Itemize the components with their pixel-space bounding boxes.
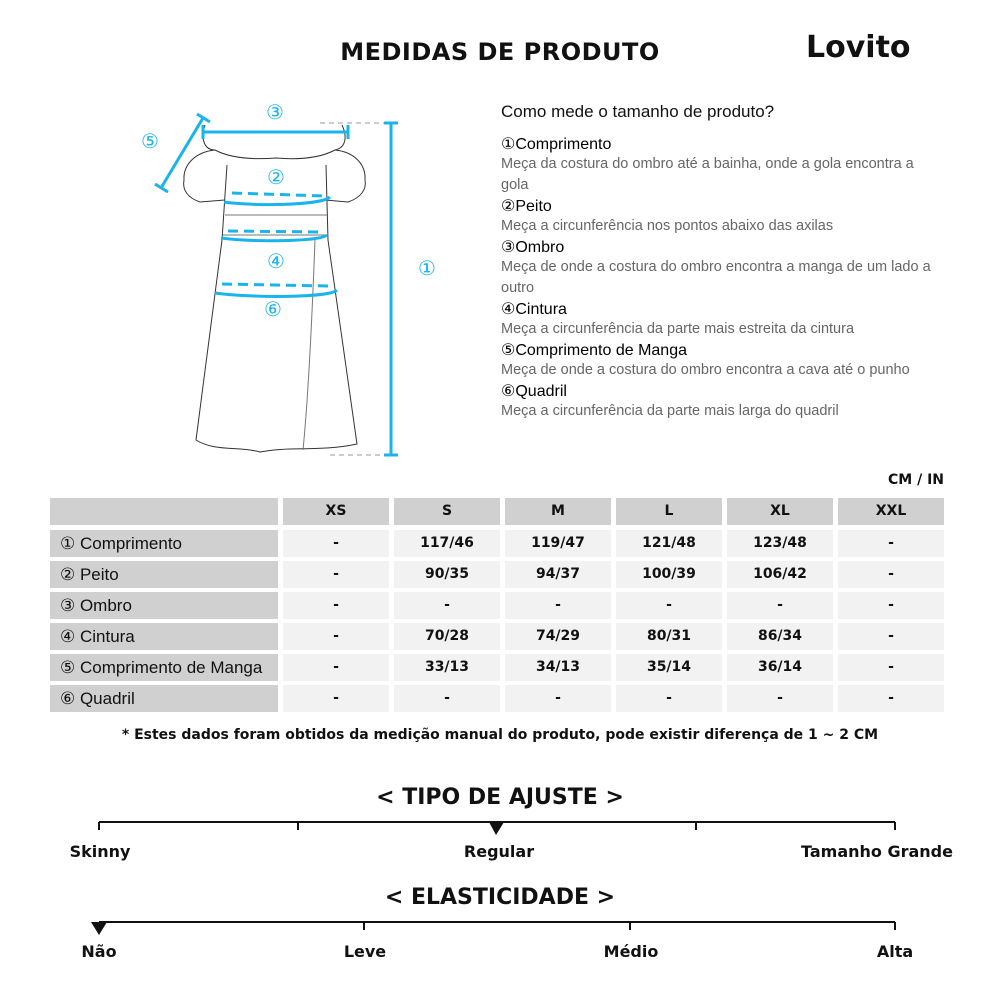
table-cell: - bbox=[838, 561, 944, 588]
table-cell: - bbox=[838, 623, 944, 650]
table-cell: 35/14 bbox=[616, 654, 722, 681]
table-cell: - bbox=[283, 623, 389, 650]
table-cell: 119/47 bbox=[505, 530, 611, 557]
table-cell: - bbox=[394, 592, 500, 619]
table-cell: 94/37 bbox=[505, 561, 611, 588]
elasticity-title: < ELASTICIDADE > bbox=[384, 885, 616, 910]
size-header: XXL bbox=[838, 498, 944, 525]
table-cell: - bbox=[505, 592, 611, 619]
elasticity-label-nao: Não bbox=[81, 942, 117, 961]
table-cell: - bbox=[838, 654, 944, 681]
guide-question: Como mede o tamanho de produto? bbox=[501, 102, 775, 121]
chest-ellipse bbox=[223, 195, 331, 207]
table-cell: 74/29 bbox=[505, 623, 611, 650]
row-label: ④ Cintura bbox=[50, 623, 278, 650]
elasticity-label-alta: Alta bbox=[876, 942, 914, 961]
guide-item-title: ⑤Comprimento de Manga bbox=[501, 342, 687, 359]
row-label: ③ Ombro bbox=[50, 592, 278, 619]
guide-item-title: ①Comprimento bbox=[501, 136, 612, 153]
table-cell: 121/48 bbox=[616, 530, 722, 557]
marker-3: ③ bbox=[266, 100, 284, 124]
guide-item-desc: Meça a circunferência da parte mais larg… bbox=[501, 403, 839, 419]
guide-item-desc: Meça de onde a costura do ombro encontra… bbox=[501, 259, 931, 296]
fit-label-skinny: Skinny bbox=[69, 842, 131, 861]
fit-scale bbox=[98, 821, 896, 835]
unit-label: CM / IN bbox=[888, 472, 944, 488]
left-sleeve bbox=[183, 149, 226, 203]
table-cell: - bbox=[616, 685, 722, 712]
elasticity-scale bbox=[91, 921, 896, 935]
row-label: ② Peito bbox=[50, 561, 278, 588]
waist-ellipse bbox=[220, 233, 329, 243]
table-cell: - bbox=[283, 654, 389, 681]
table-cell: 86/34 bbox=[727, 623, 833, 650]
marker-2: ② bbox=[267, 165, 285, 189]
table-cell: - bbox=[283, 530, 389, 557]
marker-1: ① bbox=[418, 256, 436, 280]
fit-selected-marker bbox=[489, 822, 504, 835]
size-header: S bbox=[394, 498, 500, 525]
measurement-note: * Estes dados foram obtidos da medição m… bbox=[121, 727, 879, 743]
right-sleeve bbox=[324, 149, 366, 203]
row-label: ⑤ Comprimento de Manga bbox=[50, 654, 278, 681]
table-cell: 90/35 bbox=[394, 561, 500, 588]
row-label: ⑥ Quadril bbox=[50, 685, 278, 712]
guide-item-desc: Meça a circunferência da parte mais estr… bbox=[501, 321, 855, 337]
size-header: XS bbox=[283, 498, 389, 525]
fit-label-large: Tamanho Grande bbox=[801, 842, 953, 861]
size-header: XL bbox=[727, 498, 833, 525]
table-cell: - bbox=[505, 685, 611, 712]
guide-item-title: ⑥Quadril bbox=[501, 383, 567, 400]
table-cell: - bbox=[727, 592, 833, 619]
guide-item-title: ②Peito bbox=[501, 198, 552, 215]
table-cell: - bbox=[394, 685, 500, 712]
elasticity-label-leve: Leve bbox=[343, 942, 387, 961]
brand-logo: Lovito bbox=[806, 30, 911, 65]
table-cell: 123/48 bbox=[727, 530, 833, 557]
sleeve-line bbox=[154, 112, 211, 194]
marker-6: ⑥ bbox=[264, 297, 282, 321]
shoulder-line bbox=[201, 125, 350, 139]
table-cell: - bbox=[838, 530, 944, 557]
marker-5: ⑤ bbox=[141, 129, 159, 153]
size-header: M bbox=[505, 498, 611, 525]
table-cell: - bbox=[283, 685, 389, 712]
table-cell: - bbox=[283, 592, 389, 619]
guide-item-desc: Meça da costura do ombro até a bainha, o… bbox=[501, 156, 914, 193]
table-cell: 70/28 bbox=[394, 623, 500, 650]
elasticity-selected-marker bbox=[91, 922, 107, 935]
row-label: ① Comprimento bbox=[50, 530, 278, 557]
elasticity-label-medio: Médio bbox=[603, 942, 659, 961]
size-header: L bbox=[616, 498, 722, 525]
marker-4: ④ bbox=[267, 249, 285, 273]
table-cell: - bbox=[838, 685, 944, 712]
table-cell: 106/42 bbox=[727, 561, 833, 588]
hip-ellipse bbox=[214, 288, 339, 298]
guide-item-desc: Meça a circunferência nos pontos abaixo … bbox=[501, 218, 834, 234]
fit-title: < TIPO DE AJUSTE > bbox=[376, 785, 624, 810]
table-cell: 34/13 bbox=[505, 654, 611, 681]
fit-label-regular: Regular bbox=[463, 842, 535, 861]
dress-body bbox=[195, 164, 358, 453]
table-cell: - bbox=[283, 561, 389, 588]
table-cell: - bbox=[838, 592, 944, 619]
table-cell: 80/31 bbox=[616, 623, 722, 650]
table-cell: 36/14 bbox=[727, 654, 833, 681]
table-cell: 33/13 bbox=[394, 654, 500, 681]
page-title: MEDIDAS DE PRODUTO bbox=[340, 38, 660, 66]
measurement-guide: ①Comprimento Meça da costura do ombro at… bbox=[501, 134, 931, 422]
table-cell: - bbox=[616, 592, 722, 619]
table-cell: 117/46 bbox=[394, 530, 500, 557]
guide-item-title: ③Ombro bbox=[501, 239, 565, 256]
neckline bbox=[202, 124, 346, 160]
guide-item-title: ④Cintura bbox=[501, 301, 567, 318]
table-header-corner bbox=[50, 498, 278, 525]
table-cell: - bbox=[727, 685, 833, 712]
dress-diagram: ③ ⑤ ② ④ ⑥ ① bbox=[141, 100, 436, 457]
length-line bbox=[384, 121, 398, 457]
table-cell: 100/39 bbox=[616, 561, 722, 588]
guide-item-desc: Meça de onde a costura do ombro encontra… bbox=[501, 362, 910, 378]
